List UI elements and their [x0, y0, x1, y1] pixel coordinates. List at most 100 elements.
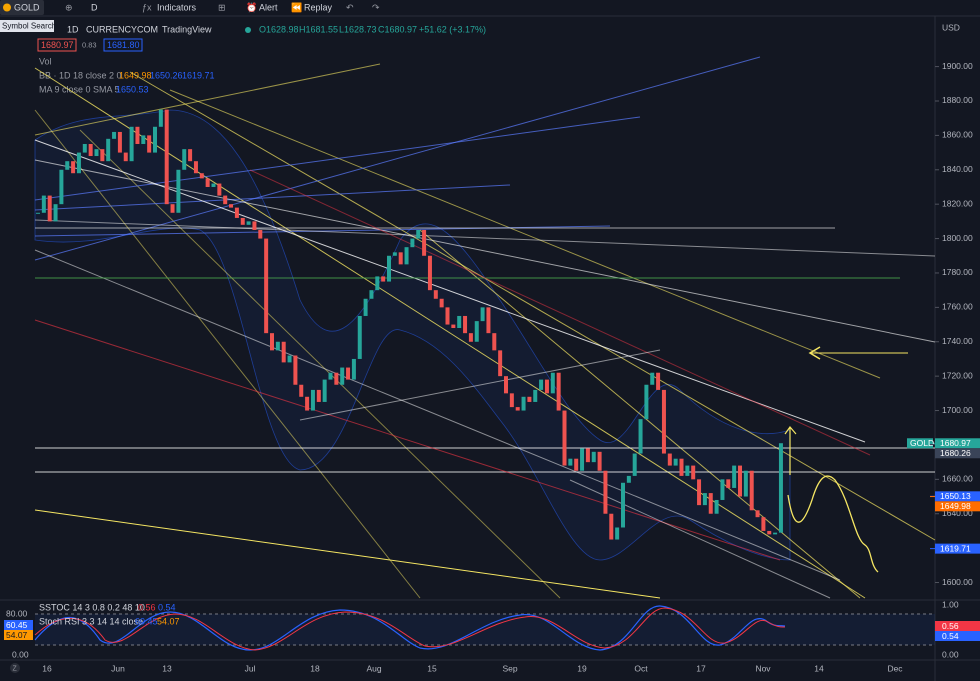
candle: [416, 229, 421, 239]
trendline: [34, 67, 866, 599]
undo-button[interactable]: ↶: [346, 2, 354, 12]
candle: [439, 298, 444, 308]
candle: [550, 372, 555, 394]
candle: [591, 451, 596, 463]
candle: [299, 384, 304, 397]
price-tick-label: 1700.00: [942, 405, 973, 415]
candle: [527, 396, 532, 402]
arrow-head: [808, 346, 821, 360]
stoch-rsi-d: 54.07: [157, 616, 180, 626]
candle: [305, 396, 310, 411]
candle: [316, 389, 321, 402]
legend-high: H1681.55: [299, 24, 338, 34]
candle: [626, 475, 631, 483]
candle: [708, 493, 713, 514]
candle: [147, 135, 152, 153]
sell-box[interactable]: [37, 38, 77, 52]
candle: [656, 372, 661, 390]
candle: [100, 149, 105, 162]
indicators-button[interactable]: Indicators: [157, 2, 197, 12]
symbol-icon: [3, 3, 11, 12]
price-tag: [935, 501, 980, 512]
candle: [258, 229, 263, 239]
candle: [410, 238, 415, 248]
candle: [287, 355, 292, 363]
buy-box[interactable]: [103, 38, 143, 52]
left-tick: 0.00: [12, 649, 29, 659]
candle: [223, 195, 228, 205]
candle: [714, 499, 719, 514]
date-label: Dec: [887, 663, 903, 673]
candle: [328, 372, 333, 380]
price-tick-label: 1740.00: [942, 336, 973, 346]
bollinger-band: [34, 109, 791, 561]
candle: [778, 443, 783, 533]
candle: [486, 307, 491, 334]
symbol-chip[interactable]: [0, 0, 44, 15]
bb-upper: 1650.26: [150, 70, 183, 80]
candle: [369, 290, 374, 299]
price-tag: [935, 438, 980, 449]
candle: [82, 143, 87, 153]
right-tag: [935, 631, 980, 641]
date-label: Jun: [111, 663, 125, 673]
price-tick-label: 1780.00: [942, 267, 973, 277]
trendline: [299, 349, 661, 421]
candle: [47, 195, 52, 222]
buy-price[interactable]: 1681.80: [107, 40, 140, 50]
candle: [387, 255, 391, 282]
candle: [94, 149, 99, 157]
legend-low: L1628.73: [339, 24, 377, 34]
trendline: [34, 56, 761, 261]
drawings: [34, 56, 936, 599]
candle: [427, 255, 432, 291]
candle: [158, 109, 163, 127]
trendline: [34, 139, 866, 443]
trendline: [34, 319, 781, 561]
price-tag-text: 1680.26: [940, 448, 971, 458]
sell-price[interactable]: 1680.97: [41, 40, 74, 50]
candle: [392, 252, 397, 256]
projection-sketch: [787, 475, 879, 573]
replay-button[interactable]: Replay: [304, 2, 333, 12]
spread: 0.83: [82, 40, 97, 49]
date-label: 18: [310, 663, 320, 673]
candle: [445, 307, 450, 325]
add-symbol-icon[interactable]: ⊕: [65, 2, 73, 12]
candle: [539, 379, 544, 390]
candle: [322, 379, 327, 402]
candle: [106, 138, 111, 162]
price-tick-label: 1760.00: [942, 302, 973, 312]
tooltip: Symbol Search: [2, 22, 56, 31]
price-tick-label: 1660.00: [942, 474, 973, 484]
candle: [41, 195, 46, 213]
symbol-name[interactable]: GOLD: [14, 2, 40, 12]
layout-icon[interactable]: ⊞: [218, 2, 226, 12]
date-label: 13: [162, 663, 172, 673]
date-label: Aug: [366, 663, 381, 673]
currency-label[interactable]: USD: [942, 22, 960, 32]
scale-button-icon[interactable]: Z: [13, 665, 18, 672]
candle: [755, 510, 760, 518]
candle: [404, 247, 409, 265]
candle: [351, 358, 356, 380]
scale-button[interactable]: [10, 663, 20, 673]
stoch-d-line: [34, 607, 786, 651]
candle: [702, 493, 707, 506]
candle: [141, 135, 146, 144]
interval-button[interactable]: D: [91, 2, 98, 12]
redo-button[interactable]: ↷: [372, 2, 380, 12]
trendline: [34, 159, 936, 343]
ma-value: 1650.53: [116, 84, 149, 94]
candle: [498, 350, 503, 377]
candle: [767, 530, 772, 535]
candle: [515, 407, 520, 411]
candle: [164, 109, 169, 205]
trendline: [34, 509, 661, 599]
candle: [685, 465, 690, 476]
candle: [340, 367, 345, 385]
market-status: [245, 27, 251, 33]
candle: [533, 389, 538, 402]
candle: [53, 204, 58, 222]
alert-button[interactable]: Alert: [259, 2, 278, 12]
